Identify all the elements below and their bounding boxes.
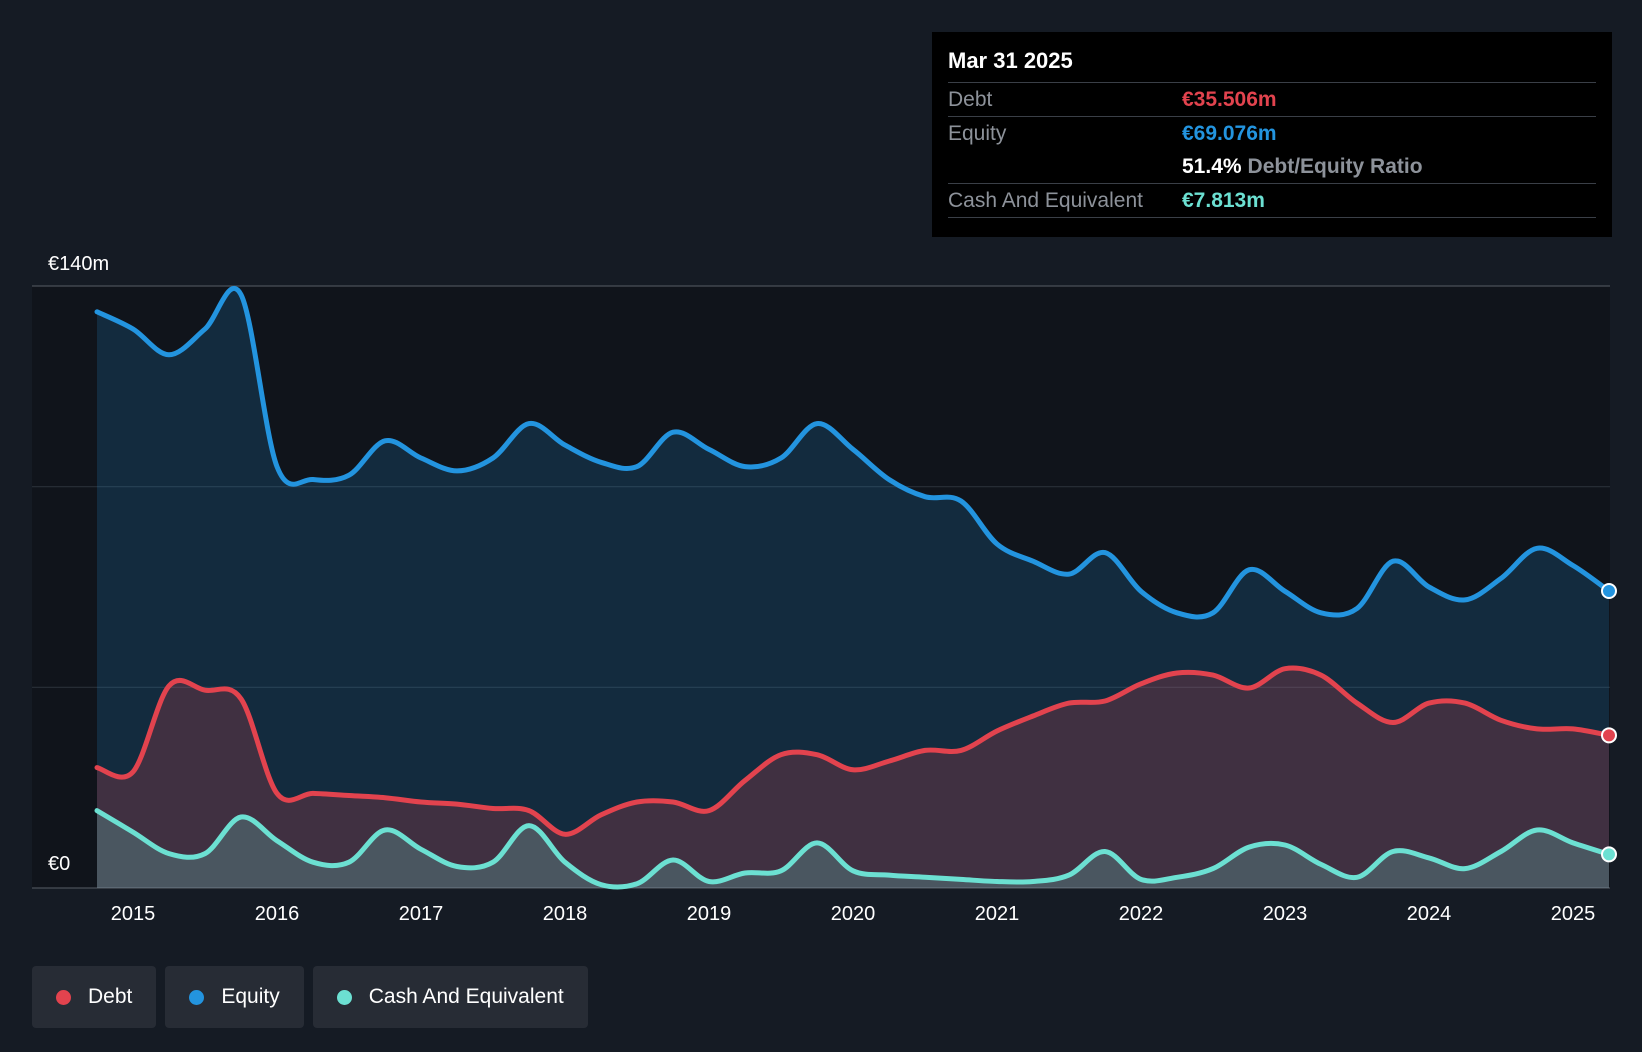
series-endpoints	[1601, 582, 1617, 863]
x-tick-label: 2022	[1119, 903, 1164, 925]
x-tick-label: 2023	[1263, 903, 1308, 925]
legend-cash-label: Cash And Equivalent	[368, 985, 564, 1008]
equity-line	[94, 285, 1612, 620]
x-tick-label: 2024	[1407, 903, 1452, 925]
equity-endpoint[interactable]	[1601, 582, 1617, 599]
tooltip-equity-value: €69.076m	[1182, 122, 1277, 145]
x-tick-label: 2018	[543, 903, 588, 925]
tooltip-ratio-value: 51.4%	[1182, 155, 1242, 178]
equity-dot-icon	[189, 989, 205, 1005]
gridlines	[32, 285, 1610, 889]
tooltip-debt-row: Debt €35.506m	[948, 82, 1596, 116]
x-tick-label: 2019	[687, 903, 732, 925]
legend-item-equity[interactable]: Equity	[165, 966, 304, 1028]
x-tick-label: 2015	[111, 903, 156, 925]
y-axis-min-label: €0	[48, 853, 70, 875]
series-lines	[94, 285, 1612, 890]
legend-equity-label: Equity	[221, 985, 280, 1008]
x-tick-label: 2021	[975, 903, 1020, 925]
plot-background	[32, 286, 1610, 888]
tooltip-ratio-label: Debt/Equity Ratio	[1247, 155, 1423, 178]
tooltip-ratio-spacer	[948, 150, 1182, 183]
tooltip-debt-label: Debt	[948, 88, 993, 111]
legend-item-debt[interactable]: Debt	[32, 966, 157, 1028]
debt-line	[94, 665, 1612, 837]
cash-line	[94, 808, 1612, 890]
tooltip-ratio-row: 51.4% Debt/Equity Ratio	[948, 150, 1596, 183]
x-axis-ticks: 2015 2016 2017 2018 2019 2020 2021 2022 2023 2024…	[111, 903, 1596, 925]
tooltip-cash-label: Cash And Equivalent	[948, 189, 1143, 212]
legend-item-cash[interactable]: Cash And Equivalent	[312, 966, 588, 1028]
tooltip-date: Mar 31 2025	[948, 48, 1073, 73]
y-axis-max-label: €140m	[48, 253, 109, 275]
x-tick-label: 2020	[831, 903, 876, 925]
x-tick-label: 2025	[1551, 903, 1596, 925]
tooltip-equity-label: Equity	[948, 122, 1007, 145]
equity-area	[97, 288, 1609, 888]
debt-dot-icon	[56, 989, 71, 1005]
cash-endpoint[interactable]	[1601, 846, 1617, 863]
tooltip-panel: Mar 31 2025 Debt €35.506m Equity €69.076…	[932, 32, 1612, 237]
tooltip-debt-value: €35.506m	[1182, 88, 1277, 111]
x-tick-label: 2017	[399, 903, 444, 925]
tooltip-equity-row: Equity €69.076m	[948, 116, 1596, 150]
debt-endpoint[interactable]	[1601, 727, 1617, 744]
cash-dot-icon	[336, 989, 352, 1005]
debt-area	[97, 668, 1609, 888]
tooltip-cash-row: Cash And Equivalent €7.813m	[948, 183, 1596, 218]
legend-debt-label: Debt	[88, 985, 133, 1008]
legend: Debt Equity Cash And Equivalent	[32, 966, 588, 1028]
x-tick-label: 2016	[255, 903, 300, 925]
tooltip-cash-value: €7.813m	[1182, 189, 1265, 212]
